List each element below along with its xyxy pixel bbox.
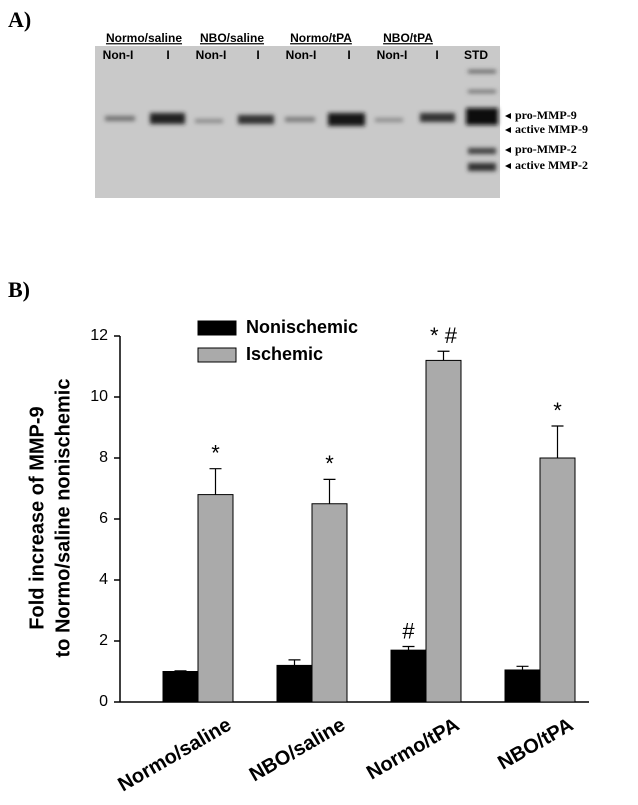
- significance-marker: *: [325, 451, 334, 476]
- x-tick-label: NBO/saline: [246, 714, 349, 786]
- error-bar: [209, 468, 222, 495]
- gel-group: Normo/tPA: [290, 31, 352, 45]
- y-tick-label: 2: [99, 632, 108, 649]
- gel-image: [95, 46, 500, 198]
- y-axis-label: to Normo/saline nonischemic: [52, 379, 74, 658]
- bar: [539, 457, 576, 703]
- x-tick-label: NBO/tPA: [494, 714, 577, 775]
- gel-lane: Non-I: [196, 48, 227, 62]
- x-tick-label: Normo/tPA: [363, 714, 463, 785]
- gel-group: NBO/tPA: [383, 31, 433, 45]
- legend-swatch: [197, 320, 237, 336]
- y-tick-label: 0: [99, 693, 108, 710]
- gel-lane: I: [166, 48, 169, 62]
- y-tick-label: 4: [99, 571, 108, 588]
- legend-label: Ischemic: [246, 344, 323, 364]
- panel-label: A): [8, 7, 31, 32]
- gel-lane: Non-I: [103, 48, 134, 62]
- significance-marker: * #: [430, 323, 458, 348]
- band-arrows: [505, 113, 511, 169]
- error-bar: [402, 645, 415, 651]
- significance-marker: *: [211, 440, 220, 465]
- error-bar: [323, 478, 336, 504]
- gel-lane: Non-I: [377, 48, 408, 62]
- y-axis-label: Fold increase of MMP-9: [26, 406, 48, 629]
- band-label: pro-MMP-9: [515, 108, 577, 122]
- significance-marker: #: [402, 618, 415, 643]
- bar: [311, 503, 348, 703]
- gel-lane: I: [435, 48, 438, 62]
- error-bar: [437, 350, 450, 361]
- y-tick-label: 10: [90, 388, 108, 405]
- x-tick-label: Normo/saline: [114, 714, 235, 796]
- error-bar: [516, 665, 529, 670]
- gel-lane: I: [347, 48, 350, 62]
- y-tick-label: 6: [99, 510, 108, 527]
- bar: [390, 649, 427, 703]
- band-label: active MMP-2: [515, 158, 588, 172]
- gel-lane: Non-I: [286, 48, 317, 62]
- error-bar: [551, 425, 564, 458]
- significance-marker: *: [553, 398, 562, 423]
- panel-label: B): [8, 277, 30, 302]
- band-label: pro-MMP-2: [515, 142, 577, 156]
- y-tick-label: 8: [99, 449, 108, 466]
- error-bar: [288, 659, 301, 666]
- bar: [162, 671, 199, 703]
- band-label: active MMP-9: [515, 122, 588, 136]
- gel-lane: STD: [464, 48, 488, 62]
- bar: [276, 664, 313, 703]
- legend-swatch: [197, 347, 237, 363]
- bar-chart: 0 2 4 6 8 10 12 Fold increase of MMP-9 to Normo/…: [26, 317, 589, 796]
- bar: [425, 359, 462, 703]
- legend-label: Nonischemic: [246, 317, 358, 337]
- bar: [504, 669, 541, 703]
- error-bar: [174, 670, 187, 672]
- gel-group: Normo/saline: [106, 31, 182, 45]
- y-tick-label: 12: [90, 327, 108, 344]
- gel-group: NBO/saline: [200, 31, 264, 45]
- gel-lane: I: [256, 48, 259, 62]
- bar: [197, 494, 234, 703]
